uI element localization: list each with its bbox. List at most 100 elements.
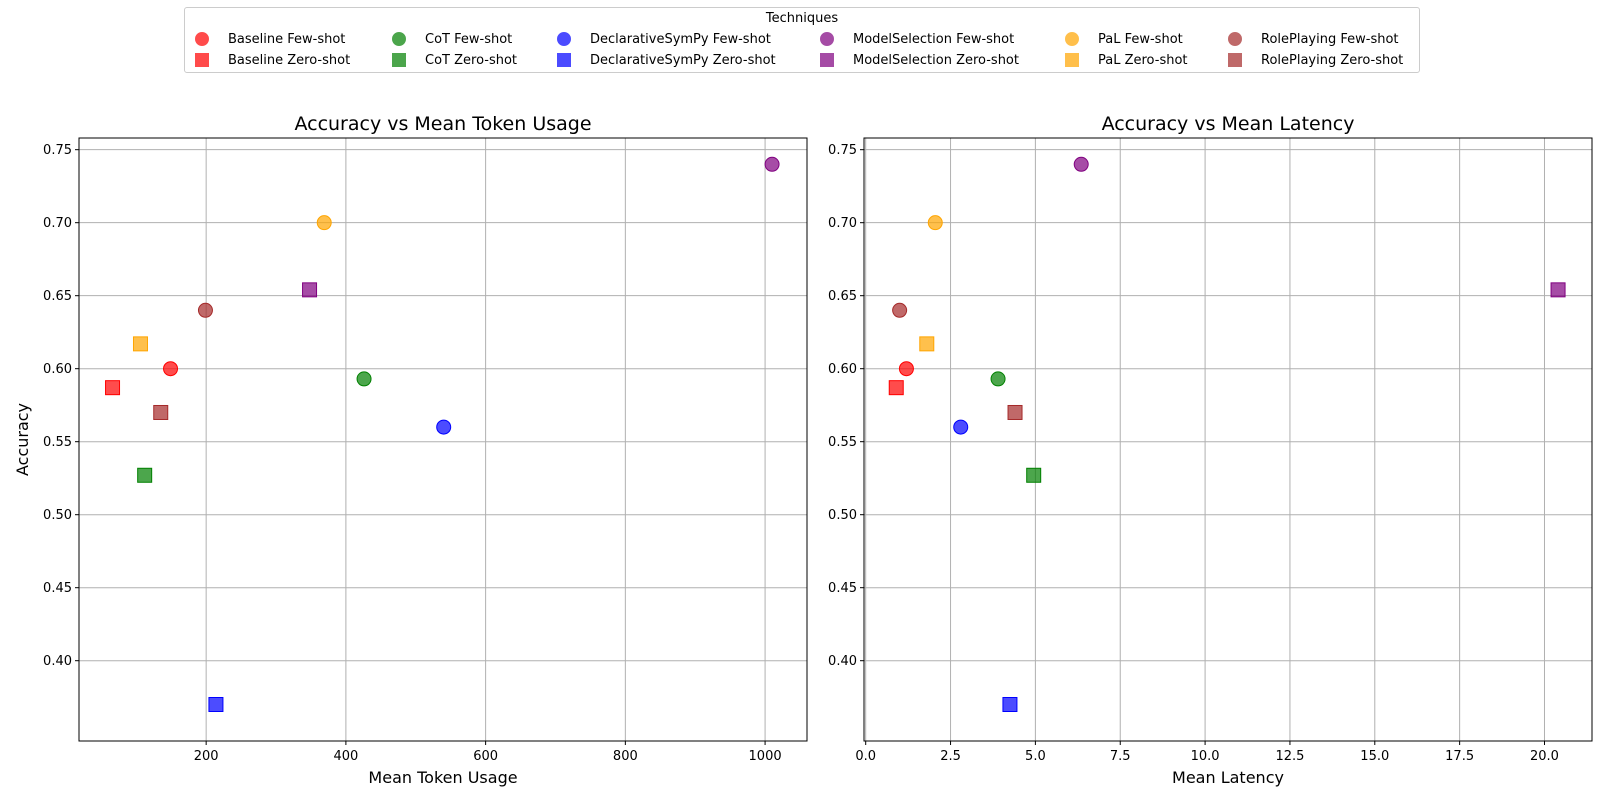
legend-item: RolePlaying Few-shot (1228, 30, 1399, 48)
x-tick-label: 200 (194, 749, 219, 764)
legend-item: CoT Zero-shot (392, 51, 517, 69)
x-axis-label: Mean Token Usage (368, 768, 517, 787)
legend-marker-square (820, 53, 834, 67)
legend-label: PaL Zero-shot (1098, 52, 1188, 68)
scatter-point (1002, 696, 1018, 712)
scatter-point (1007, 404, 1023, 420)
scatter-point (163, 361, 179, 377)
scatter-point (1073, 156, 1089, 172)
scatter-point (1026, 467, 1042, 483)
legend-marker-square (1228, 53, 1242, 67)
legend-marker-circle (195, 32, 209, 46)
legend-marker-circle (557, 32, 571, 46)
legend: Techniques Baseline Few-shot Baseline Zer… (184, 7, 1420, 73)
y-tick-label: 0.75 (43, 143, 72, 158)
legend-marker-circle (1065, 32, 1079, 46)
legend-marker-circle (1228, 32, 1242, 46)
legend-item: RolePlaying Zero-shot (1228, 51, 1403, 69)
scatter-point (919, 336, 935, 352)
legend-label: ModelSelection Few-shot (853, 31, 1015, 47)
legend-marker-circle (820, 32, 834, 46)
legend-item: Baseline Few-shot (195, 30, 345, 48)
legend-label: DeclarativeSymPy Zero-shot (590, 52, 776, 68)
legend-item: PaL Zero-shot (1065, 51, 1188, 69)
legend-label: DeclarativeSymPy Few-shot (590, 31, 771, 47)
legend-item: Baseline Zero-shot (195, 51, 350, 69)
legend-item: CoT Few-shot (392, 30, 512, 48)
x-tick-label: 600 (473, 749, 498, 764)
legend-label: ModelSelection Zero-shot (853, 52, 1019, 68)
x-tick-label: 5.0 (1025, 749, 1046, 764)
y-tick-label: 0.55 (43, 435, 72, 450)
legend-item: DeclarativeSymPy Zero-shot (557, 51, 776, 69)
x-tick-label: 12.5 (1275, 749, 1304, 764)
scatter-point (898, 361, 914, 377)
x-tick-label: 7.5 (1110, 749, 1131, 764)
y-tick-label: 0.55 (828, 435, 857, 450)
panel-token-usage: 200 400 600 800 1000 0.40 0.45 0.50 0.55 0.60 0.65… (13, 113, 808, 787)
scatter-point (153, 404, 169, 420)
x-tick-label: 10.0 (1191, 749, 1220, 764)
legend-marker-square (557, 53, 571, 67)
legend-item: ModelSelection Few-shot (820, 30, 1014, 48)
y-tick-label: 0.70 (828, 216, 857, 231)
legend-marker-circle (392, 32, 406, 46)
y-tick-label: 0.40 (43, 654, 72, 669)
legend-label: RolePlaying Zero-shot (1261, 52, 1404, 68)
legend-item: ModelSelection Zero-shot (820, 51, 1019, 69)
scatter-point (208, 696, 224, 712)
x-tick-label: 400 (333, 749, 358, 764)
legend-item: PaL Few-shot (1065, 30, 1183, 48)
y-tick-label: 0.60 (43, 362, 72, 377)
y-tick-label: 0.45 (43, 581, 72, 596)
ticks: 0.0 2.5 5.0 7.5 10.0 12.5 15.0 17.5 20.0 0.40 0.45… (828, 143, 1559, 764)
y-tick-label: 0.60 (828, 362, 857, 377)
scatter-point (302, 282, 318, 298)
scatter-point (927, 215, 943, 231)
x-axis-label: Mean Latency (1172, 768, 1284, 787)
scatter-point (953, 419, 969, 435)
legend-marker-square (392, 53, 406, 67)
x-tick-label: 800 (613, 749, 638, 764)
legend-marker-square (195, 53, 209, 67)
legend-label: Baseline Few-shot (228, 31, 346, 47)
x-tick-label: 0.0 (855, 749, 876, 764)
x-tick-label: 17.5 (1445, 749, 1474, 764)
x-tick-label: 20.0 (1530, 749, 1559, 764)
chart-title: Accuracy vs Mean Latency (1102, 113, 1355, 135)
scatter-point (1550, 282, 1566, 298)
scatter-point (137, 467, 153, 483)
y-tick-label: 0.65 (43, 289, 72, 304)
axes-frame (78, 137, 808, 742)
scatter-point (105, 380, 121, 396)
data-points (105, 156, 780, 712)
y-tick-label: 0.40 (828, 654, 857, 669)
x-tick-label: 1000 (749, 749, 782, 764)
legend-label: RolePlaying Few-shot (1261, 31, 1399, 47)
scatter-point (132, 336, 148, 352)
scatter-point (197, 302, 213, 318)
x-tick-label: 15.0 (1360, 749, 1389, 764)
scatter-point (316, 215, 332, 231)
x-tick-label: 2.5 (940, 749, 961, 764)
legend-label: Baseline Zero-shot (228, 52, 351, 68)
scatter-point (356, 371, 372, 387)
scatter-point (888, 380, 904, 396)
axes-frame (863, 137, 1593, 742)
grid (79, 138, 807, 741)
panel-latency: 0.0 2.5 5.0 7.5 10.0 12.5 15.0 17.5 20.0 0.40 0.45… (828, 113, 1593, 787)
legend-label: PaL Few-shot (1098, 31, 1183, 47)
legend-item: DeclarativeSymPy Few-shot (557, 30, 771, 48)
data-points (888, 156, 1566, 712)
legend-label: CoT Few-shot (425, 31, 513, 47)
scatter-point (990, 371, 1006, 387)
legend-marker-square (1065, 53, 1079, 67)
y-tick-label: 0.70 (43, 216, 72, 231)
legend-title: Techniques (765, 11, 839, 26)
ticks: 200 400 600 800 1000 0.40 0.45 0.50 0.55 0.60 0.65… (43, 143, 782, 764)
y-axis-label: Accuracy (13, 403, 32, 476)
y-tick-label: 0.50 (43, 508, 72, 523)
scatter-point (764, 156, 780, 172)
y-tick-label: 0.65 (828, 289, 857, 304)
y-tick-label: 0.50 (828, 508, 857, 523)
